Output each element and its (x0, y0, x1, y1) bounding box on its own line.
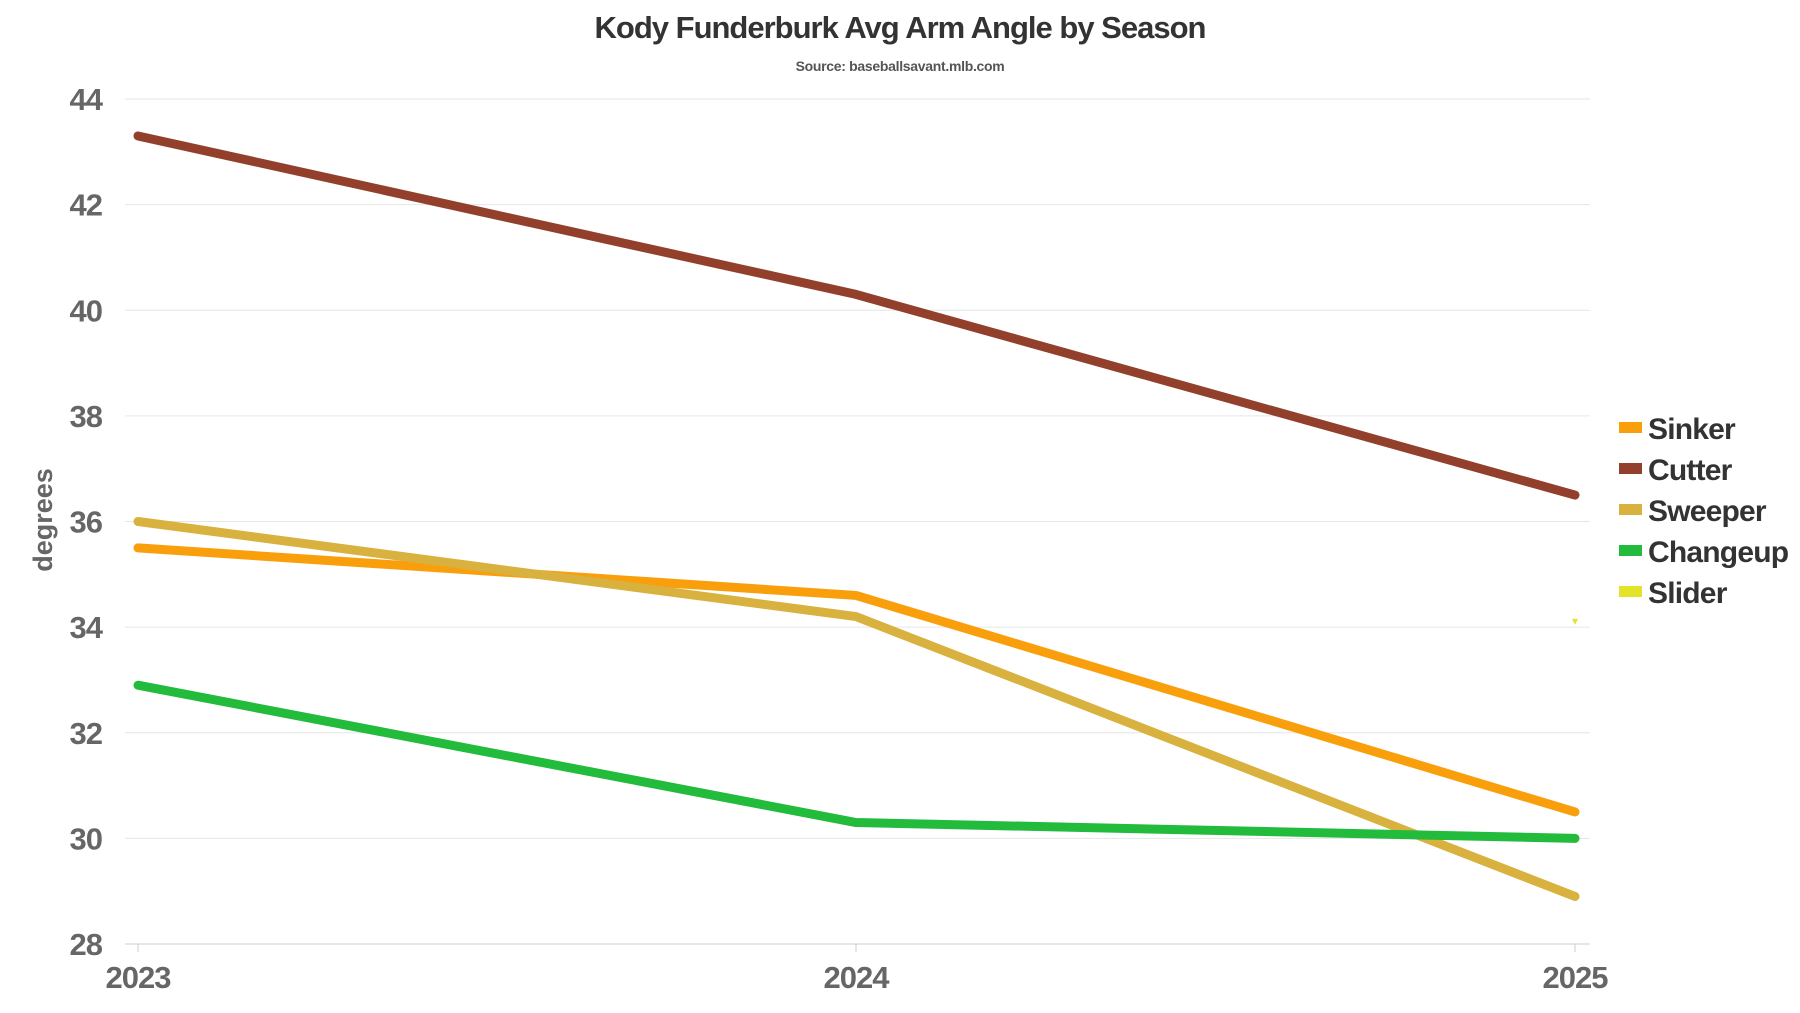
gridlines (125, 98, 1590, 945)
y-tick-label: 38 (70, 399, 103, 434)
chart-title: Kody Funderburk Avg Arm Angle by Season (594, 10, 1207, 45)
legend-label-cutter: Cutter (1648, 454, 1733, 487)
series-lines (133, 131, 1580, 901)
legend-swatch-sinker (1619, 422, 1642, 433)
series-line-sweeper (133, 517, 1580, 901)
series-line-cutter (133, 131, 1580, 500)
series-marker-slider (1572, 618, 1578, 625)
x-tick-label: 2023 (106, 960, 172, 995)
y-axis-ticks: 28 30 32 34 36 38 40 42 44 (70, 82, 105, 962)
x-tick-label: 2025 (1543, 960, 1609, 995)
y-tick-label: 28 (70, 927, 103, 962)
y-tick-label: 36 (70, 505, 103, 540)
y-tick-label: 42 (70, 188, 102, 223)
legend-label-slider: Slider (1648, 577, 1728, 610)
y-tick-label: 40 (70, 293, 102, 328)
y-tick-label: 34 (70, 610, 104, 645)
legend-label-sinker: Sinker (1648, 413, 1736, 446)
legend-swatch-cutter (1619, 463, 1642, 474)
chart-subtitle: Source: baseballsavant.mlb.com (795, 58, 1005, 74)
y-axis-label: degrees (28, 468, 58, 572)
x-axis-ticks: 2023 2024 2025 (106, 944, 1609, 995)
series-line-sinker (133, 543, 1580, 817)
legend: Sinker Cutter Sweeper Changeup Slider (1619, 413, 1790, 610)
legend-swatch-sweeper (1619, 504, 1642, 515)
y-tick-label: 44 (70, 82, 104, 117)
y-tick-label: 32 (70, 716, 102, 751)
legend-swatch-slider (1619, 586, 1642, 597)
legend-label-changeup: Changeup (1648, 536, 1789, 569)
series-line-changeup (133, 680, 1580, 843)
x-tick-label: 2024 (824, 960, 891, 995)
y-tick-label: 30 (70, 821, 102, 856)
legend-label-sweeper: Sweeper (1648, 495, 1767, 528)
legend-swatch-changeup (1619, 545, 1642, 556)
